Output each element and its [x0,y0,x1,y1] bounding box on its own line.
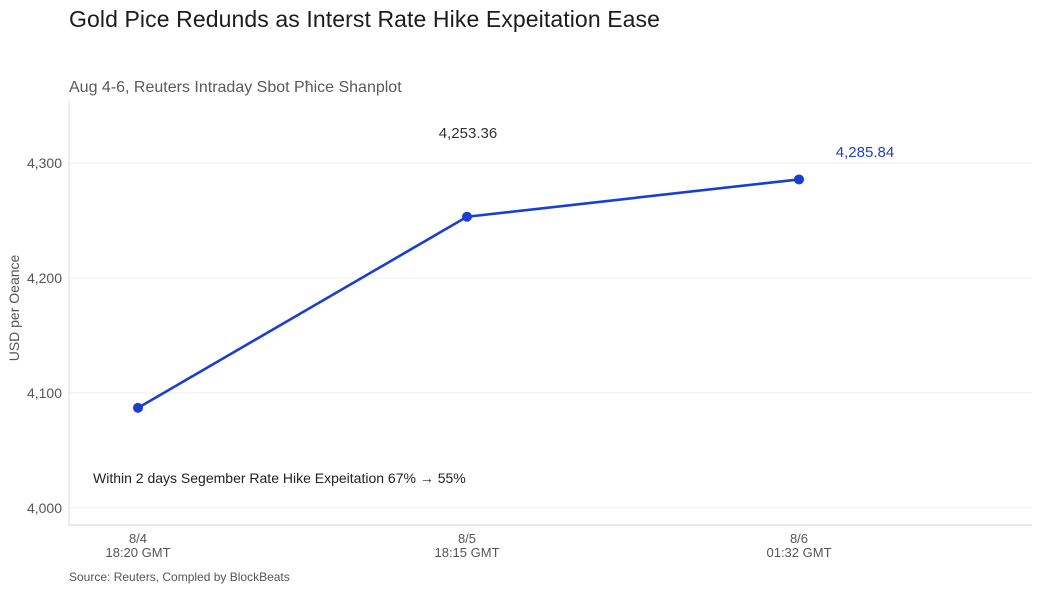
data-point [133,402,143,413]
data-point [794,174,804,185]
x-tick-labels: 8/418:20 GMT 8/518:15 GMT 8/601:32 GMT [105,531,831,560]
source-note: Source: Reuters, Compled by BlockBeats [69,570,290,584]
x-tick-time: 18:20 GMT [105,545,170,560]
data-label: 4,253.36 [439,125,497,142]
gridlines [69,162,1032,509]
x-tick-time: 01:32 GMT [766,545,831,560]
x-tick-time: 18:15 GMT [434,545,499,560]
y-tick-label: 4,200 [27,270,62,286]
data-point [462,211,472,222]
y-axis-label: USD per Oeance [6,254,22,361]
series-line-group [133,174,804,413]
x-tick-date: 8/5 [458,531,476,546]
chart-title: Gold Pice Redunds as Interst Rate Hike E… [69,6,661,32]
y-tick-label: 4,000 [27,500,62,516]
data-label: 4,285.84 [836,144,894,161]
chart-subtitle: Aug 4-6, Reuters Intraday Sbot Pħice Sha… [69,79,402,96]
x-tick-date: 8/4 [129,531,147,546]
data-labels: 4,253.36 4,285.84 [439,125,894,161]
annotation-text: Within 2 days Segember Rate Hike Expeita… [93,470,466,486]
x-tick-date: 8/6 [790,531,808,546]
y-tick-labels: 4,000 4,100 4,200 4,300 [27,155,62,516]
y-tick-label: 4,100 [27,385,62,401]
y-tick-label: 4,300 [27,155,62,171]
